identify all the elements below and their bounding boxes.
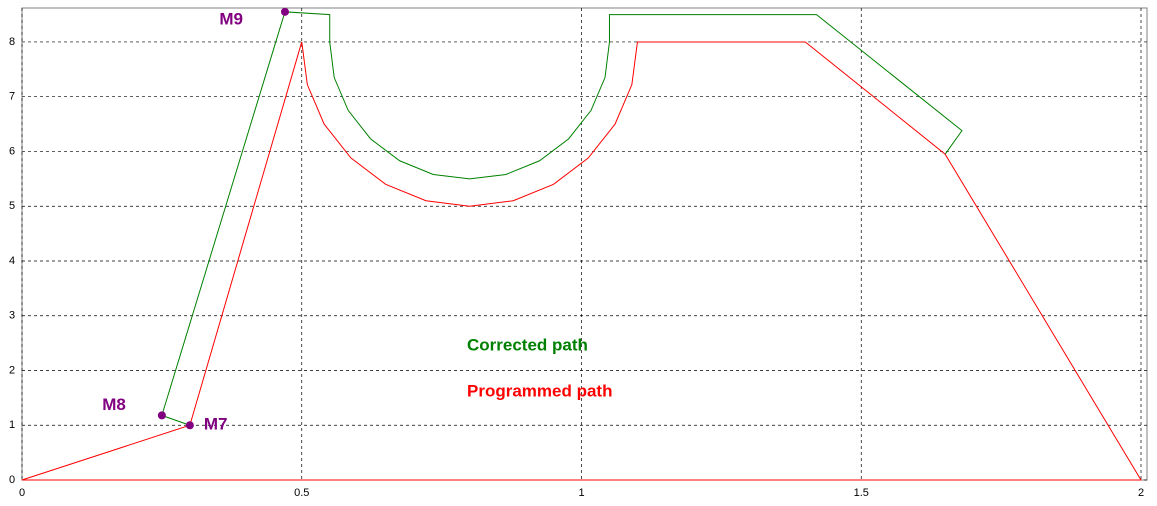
- y-tick-label: 3: [9, 310, 15, 322]
- y-tick-label: 5: [9, 200, 15, 212]
- x-tick-label: 0.5: [294, 487, 309, 499]
- y-tick-label: 7: [9, 91, 15, 103]
- y-tick-label: 4: [9, 255, 15, 267]
- y-tick-label: 6: [9, 145, 15, 157]
- series-label: Corrected path: [467, 335, 588, 354]
- x-tick-label: 1: [578, 487, 584, 499]
- annotation: M7: [204, 415, 228, 434]
- series-line: [161, 11, 963, 426]
- x-tick-label: 1.5: [854, 487, 869, 499]
- y-tick-label: 1: [9, 419, 15, 431]
- series-label: Programmed path: [467, 381, 612, 400]
- annotation: M9: [219, 9, 243, 28]
- marker: [280, 7, 289, 16]
- annotation: M8: [102, 395, 126, 414]
- y-tick-label: 0: [9, 474, 15, 486]
- y-tick-label: 2: [9, 364, 15, 376]
- x-tick-label: 2: [1138, 487, 1144, 499]
- plot-frame: [21, 7, 1148, 481]
- marker: [185, 421, 194, 430]
- marker: [157, 411, 166, 420]
- x-tick-label: 0: [19, 487, 25, 499]
- series-line: [21, 41, 1142, 481]
- y-tick-label: 8: [9, 36, 15, 48]
